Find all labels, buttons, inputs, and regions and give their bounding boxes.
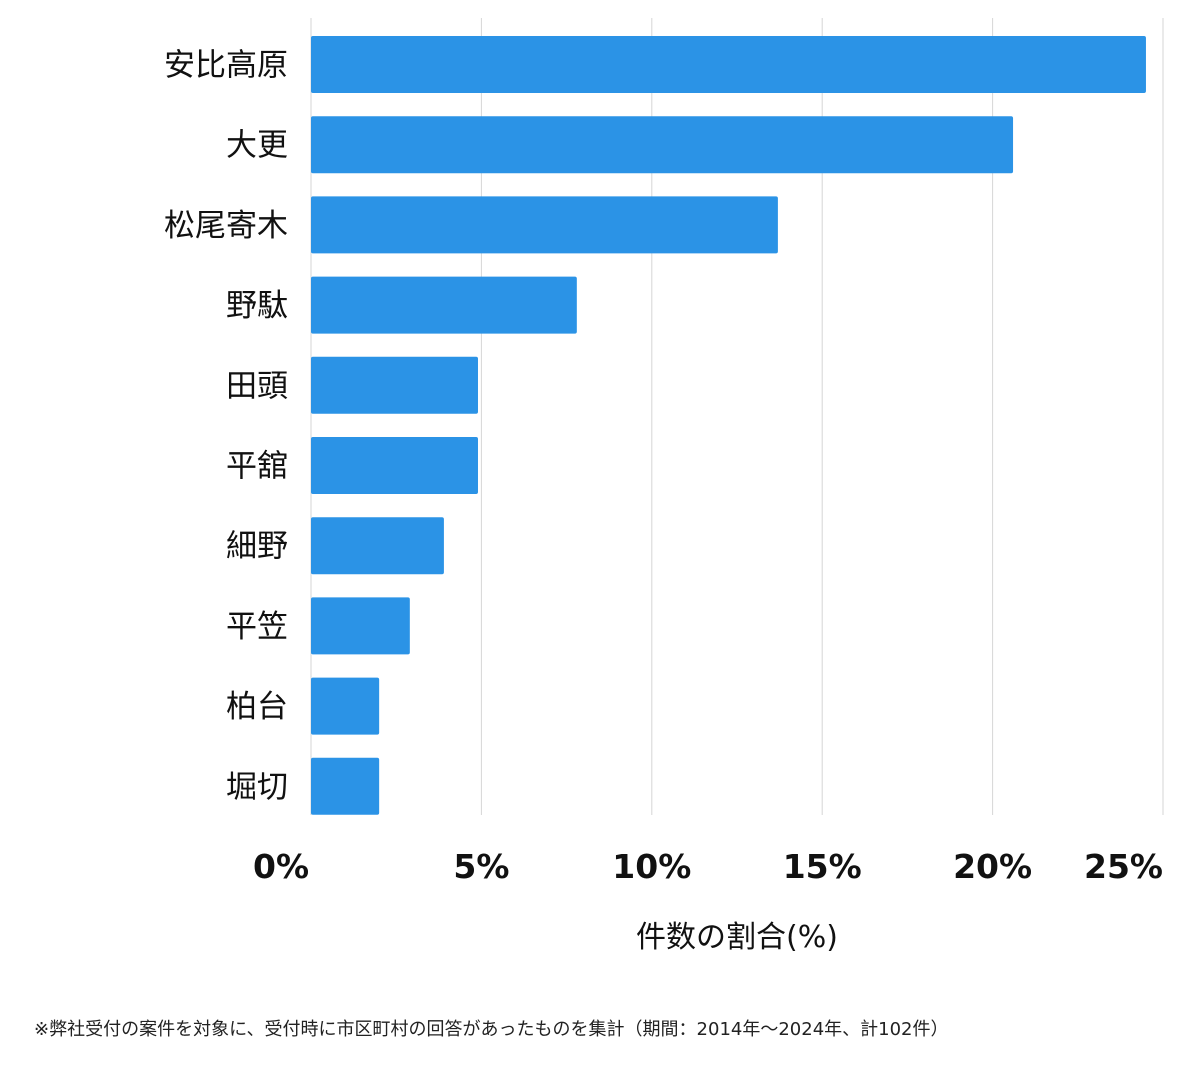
- x-tick-label: 25%: [1084, 847, 1163, 886]
- x-tick-label: 20%: [953, 847, 1032, 886]
- category-label: 平舘: [226, 449, 288, 485]
- x-axis-title: 件数の割合(%): [636, 920, 838, 955]
- bar: [311, 36, 1146, 93]
- bar: [311, 196, 778, 254]
- bar: [311, 116, 1014, 174]
- category-label: 野駄: [226, 288, 288, 324]
- category-label: 柏台: [226, 689, 288, 725]
- bar: [311, 677, 380, 735]
- x-tick-label: 5%: [453, 847, 509, 886]
- bar: [311, 517, 444, 575]
- category-label: 堀切: [226, 769, 288, 805]
- category-label: 田頭: [226, 368, 288, 404]
- category-label: 安比高原: [164, 48, 288, 84]
- category-label: 大更: [226, 128, 288, 164]
- category-label: 平笠: [226, 609, 288, 645]
- bars: [311, 36, 1146, 815]
- bar: [311, 276, 577, 334]
- category-label: 細野: [226, 529, 288, 565]
- x-tick-label: 0%: [253, 847, 309, 886]
- bar: [311, 757, 380, 815]
- x-tick-label: 15%: [783, 847, 862, 886]
- category-label: 松尾寄木: [164, 208, 288, 244]
- bar: [311, 356, 478, 414]
- x-tick-labels: 0% 5% 10% 15% 20% 25%: [253, 847, 1163, 886]
- bar: [311, 437, 478, 494]
- bar: [311, 597, 410, 655]
- footnote: ※弊社受付の案件を対象に、受付時に市区町村の回答があったものを集計（期間：201…: [34, 1019, 949, 1040]
- x-tick-label: 10%: [612, 847, 691, 886]
